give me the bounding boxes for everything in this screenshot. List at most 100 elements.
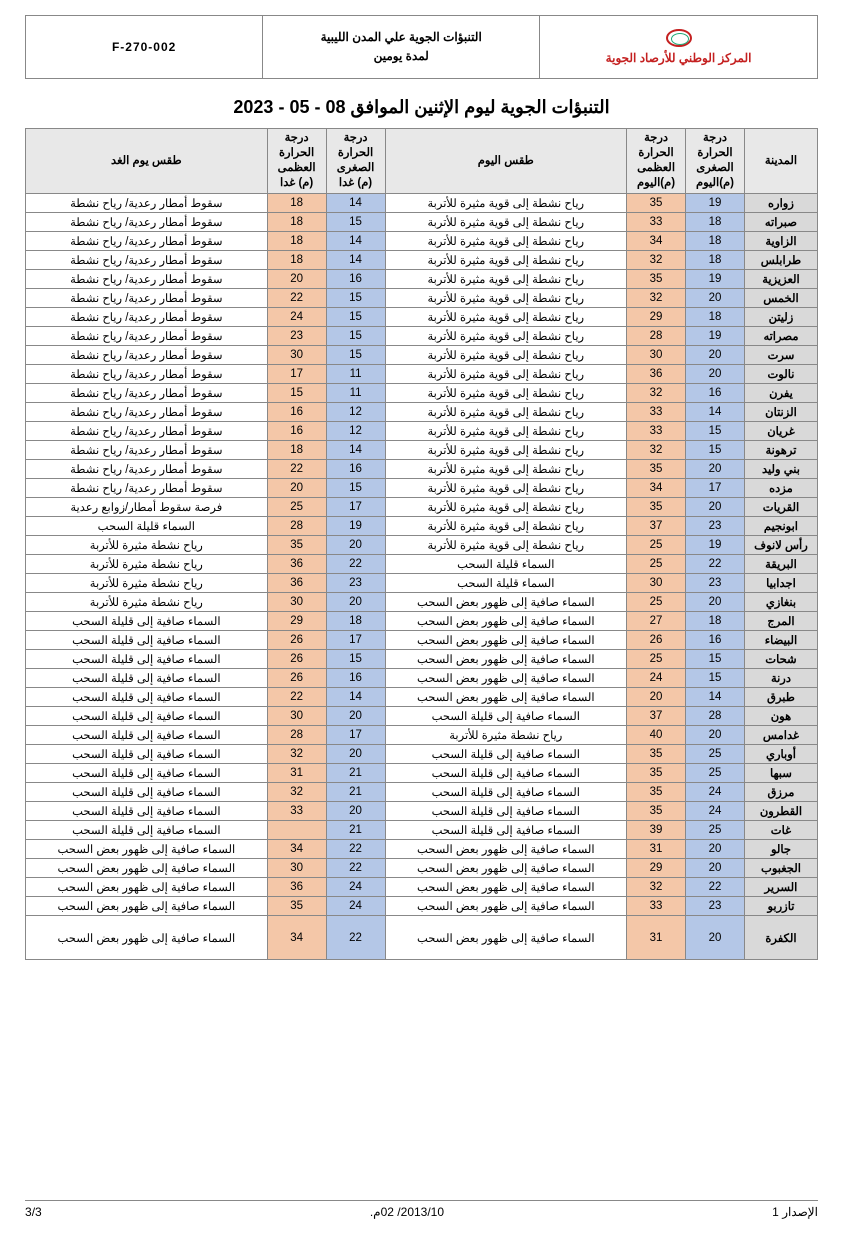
city-cell: سبها xyxy=(744,764,817,783)
cond-tom-cell: سقوط أمطار رعدية/ رياح نشطة xyxy=(26,422,268,441)
tmin-tom-cell: 20 xyxy=(326,802,385,821)
city-cell: الجغبوب xyxy=(744,859,817,878)
cond-today-cell: رياح نشطة إلى قوية مثيرة للأتربة xyxy=(385,289,627,308)
cond-today-cell: رياح نشطة إلى قوية مثيرة للأتربة xyxy=(385,460,627,479)
org-name: المركز الوطني للأرصاد الجوية xyxy=(606,51,752,65)
tmax-tom-cell: 31 xyxy=(267,764,326,783)
tmax-today-cell: 30 xyxy=(627,346,686,365)
cond-today-cell: رياح نشطة إلى قوية مثيرة للأتربة xyxy=(385,251,627,270)
city-cell: البريقة xyxy=(744,555,817,574)
table-row: القطرون2435السماء صافية إلى قليلة السحب2… xyxy=(26,802,818,821)
cond-tom-cell: السماء صافية إلى قليلة السحب xyxy=(26,745,268,764)
tmax-today-cell: 32 xyxy=(627,289,686,308)
footer: الإصدار 1 2013/10/ 02م. 3/3 xyxy=(25,1200,818,1219)
tmin-tom-cell: 15 xyxy=(326,327,385,346)
tmin-today-cell: 15 xyxy=(686,669,745,688)
tmax-today-cell: 35 xyxy=(627,460,686,479)
header-title: التنبؤات الجوية علي المدن الليبية لمدة ي… xyxy=(263,16,540,78)
city-cell: الكفرة xyxy=(744,916,817,960)
tmin-today-cell: 18 xyxy=(686,251,745,270)
cond-tom-cell: سقوط أمطار رعدية/ رياح نشطة xyxy=(26,308,268,327)
city-cell: زليتن xyxy=(744,308,817,327)
tmax-today-cell: 34 xyxy=(627,479,686,498)
tmin-today-cell: 20 xyxy=(686,346,745,365)
cond-tom-cell: سقوط أمطار رعدية/ رياح نشطة xyxy=(26,327,268,346)
table-row: هون2837السماء صافية إلى قليلة السحب2030ا… xyxy=(26,707,818,726)
table-row: غدامس2040رياح نشطة مثيرة للأتربة1728السم… xyxy=(26,726,818,745)
tmax-today-cell: 29 xyxy=(627,308,686,327)
cond-today-cell: رياح نشطة إلى قوية مثيرة للأتربة xyxy=(385,441,627,460)
tmin-tom-cell: 21 xyxy=(326,783,385,802)
tmin-today-cell: 16 xyxy=(686,384,745,403)
cond-today-cell: رياح نشطة إلى قوية مثيرة للأتربة xyxy=(385,403,627,422)
city-cell: غريان xyxy=(744,422,817,441)
tmax-today-cell: 35 xyxy=(627,270,686,289)
cond-tom-cell: السماء قليلة السحب xyxy=(26,517,268,536)
city-cell: مزده xyxy=(744,479,817,498)
header-box: F-270-002 التنبؤات الجوية علي المدن اللي… xyxy=(25,15,818,79)
city-cell: درنة xyxy=(744,669,817,688)
tmax-tom-cell: 18 xyxy=(267,213,326,232)
cond-today-cell: السماء قليلة السحب xyxy=(385,574,627,593)
city-cell: طرابلس xyxy=(744,251,817,270)
cond-tom-cell: السماء صافية إلى قليلة السحب xyxy=(26,764,268,783)
cond-today-cell: السماء صافية إلى ظهور بعض السحب xyxy=(385,631,627,650)
cond-tom-cell: سقوط أمطار رعدية/ رياح نشطة xyxy=(26,251,268,270)
table-row: ابونجيم2337رياح نشطة إلى قوية مثيرة للأت… xyxy=(26,517,818,536)
tmin-today-cell: 25 xyxy=(686,821,745,840)
tmax-tom-cell: 22 xyxy=(267,460,326,479)
table-row: المرج1827السماء صافية إلى ظهور بعض السحب… xyxy=(26,612,818,631)
tmin-tom-cell: 15 xyxy=(326,289,385,308)
tmax-today-cell: 33 xyxy=(627,213,686,232)
tmin-today-cell: 20 xyxy=(686,365,745,384)
tmax-tom-cell: 20 xyxy=(267,479,326,498)
tmin-today-cell: 15 xyxy=(686,422,745,441)
tmax-today-cell: 35 xyxy=(627,802,686,821)
city-cell: السرير xyxy=(744,878,817,897)
tmax-tom-cell: 20 xyxy=(267,270,326,289)
table-row: القريات2035رياح نشطة إلى قوية مثيرة للأت… xyxy=(26,498,818,517)
city-cell: جالو xyxy=(744,840,817,859)
tmin-tom-cell: 22 xyxy=(326,555,385,574)
tmin-today-cell: 20 xyxy=(686,726,745,745)
table-row: الجغبوب2029السماء صافية إلى ظهور بعض الس… xyxy=(26,859,818,878)
tmin-tom-cell: 14 xyxy=(326,251,385,270)
cond-tom-cell: سقوط أمطار رعدية/ رياح نشطة xyxy=(26,479,268,498)
tmax-tom-cell: 33 xyxy=(267,802,326,821)
city-cell: ترهونة xyxy=(744,441,817,460)
tmax-today-cell: 20 xyxy=(627,688,686,707)
cond-tom-cell: السماء صافية إلى قليلة السحب xyxy=(26,650,268,669)
tmax-tom-cell: 16 xyxy=(267,422,326,441)
tmin-today-cell: 14 xyxy=(686,688,745,707)
tmax-today-cell: 25 xyxy=(627,536,686,555)
cond-tom-cell: السماء صافية إلى قليلة السحب xyxy=(26,688,268,707)
tmax-tom-cell: 16 xyxy=(267,403,326,422)
cond-tom-cell: سقوط أمطار رعدية/ رياح نشطة xyxy=(26,365,268,384)
form-code: F-270-002 xyxy=(26,16,263,78)
tmin-today-cell: 20 xyxy=(686,498,745,517)
cond-today-cell: رياح نشطة إلى قوية مثيرة للأتربة xyxy=(385,479,627,498)
tmin-tom-cell: 20 xyxy=(326,707,385,726)
cond-tom-cell: رياح نشطة مثيرة للأتربة xyxy=(26,574,268,593)
tmin-today-cell: 19 xyxy=(686,536,745,555)
tmax-today-cell: 31 xyxy=(627,840,686,859)
tmax-tom-cell: 26 xyxy=(267,650,326,669)
cond-today-cell: رياح نشطة إلى قوية مثيرة للأتربة xyxy=(385,384,627,403)
cond-tom-cell: السماء صافية إلى قليلة السحب xyxy=(26,631,268,650)
cond-tom-cell: السماء صافية إلى قليلة السحب xyxy=(26,783,268,802)
header-title-line1: التنبؤات الجوية علي المدن الليبية xyxy=(321,28,482,47)
tmax-tom-cell: 18 xyxy=(267,232,326,251)
table-row: السرير2232السماء صافية إلى ظهور بعض السح… xyxy=(26,878,818,897)
col-tmin-tom: درجة الحرارة الصغرى (م) غدا xyxy=(326,129,385,194)
tmax-tom-cell: 15 xyxy=(267,384,326,403)
tmax-today-cell: 28 xyxy=(627,327,686,346)
cond-tom-cell: سقوط أمطار رعدية/ رياح نشطة xyxy=(26,270,268,289)
city-cell: غدامس xyxy=(744,726,817,745)
table-row: سبها2535السماء صافية إلى قليلة السحب2131… xyxy=(26,764,818,783)
tmax-tom-cell: 23 xyxy=(267,327,326,346)
tmin-today-cell: 25 xyxy=(686,764,745,783)
table-row: ترهونة1532رياح نشطة إلى قوية مثيرة للأتر… xyxy=(26,441,818,460)
tmax-tom-cell: 35 xyxy=(267,536,326,555)
tmin-today-cell: 19 xyxy=(686,194,745,213)
city-cell: أوباري xyxy=(744,745,817,764)
